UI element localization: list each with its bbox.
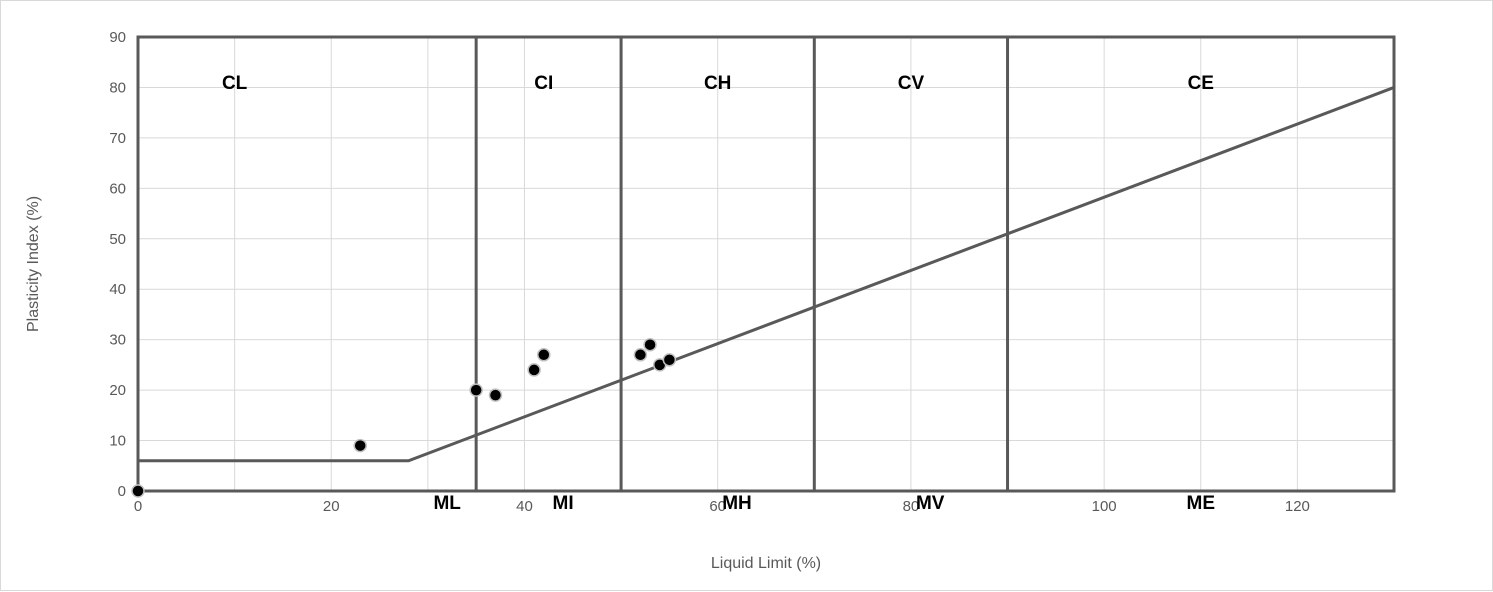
y-tick-label: 70 <box>109 130 126 147</box>
y-tick-label: 40 <box>109 281 126 298</box>
zone-label-me: ME <box>1187 493 1216 514</box>
y-tick-label: 60 <box>109 180 126 197</box>
data-points <box>131 337 677 498</box>
zone-labels: CL CI CH CV CE ML MI MH MV ME <box>222 73 1215 514</box>
plot-border <box>136 35 1396 493</box>
x-tick-label: 60 <box>709 498 726 515</box>
a-line <box>138 86 1395 463</box>
data-point <box>643 337 657 352</box>
a-line-layer <box>138 86 1395 463</box>
data-point <box>488 388 503 402</box>
zone-label-cl: CL <box>222 73 248 94</box>
y-tick-label: 30 <box>109 332 126 349</box>
data-point <box>131 484 145 498</box>
y-tick-label: 90 <box>109 29 126 46</box>
gridlines <box>137 36 1395 492</box>
data-point <box>633 348 648 362</box>
zone-label-ch: CH <box>704 73 731 94</box>
zone-label-mv: MV <box>916 493 945 514</box>
x-tick-label: 20 <box>323 498 340 515</box>
y-tick-label: 20 <box>109 382 126 399</box>
y-tick-label: 10 <box>109 433 126 450</box>
y-tick-label: 50 <box>109 231 126 248</box>
x-tick-label: 120 <box>1285 498 1310 515</box>
zone-label-ce: CE <box>1188 73 1214 94</box>
zone-label-cv: CV <box>898 73 925 94</box>
tick-labels: 0 10 20 30 40 50 60 70 80 90 0 20 40 60 80 100 120 <box>109 29 1310 515</box>
data-point <box>537 348 551 362</box>
y-tick-label: 0 <box>118 483 126 500</box>
data-point <box>527 363 541 377</box>
data-point <box>469 383 483 397</box>
x-axis-title: Liquid Limit (%) <box>711 555 821 572</box>
zone-boundaries <box>136 35 1396 493</box>
data-point <box>353 438 367 453</box>
x-tick-label: 40 <box>516 498 533 515</box>
data-point <box>662 353 677 367</box>
y-tick-label: 80 <box>109 79 126 96</box>
x-tick-label: 80 <box>903 498 920 515</box>
x-tick-label: 100 <box>1092 498 1117 515</box>
y-axis-title: Plasticity Index (%) <box>25 196 42 332</box>
zone-label-mi: MI <box>553 493 574 514</box>
zone-label-mh: MH <box>722 493 752 514</box>
zone-label-ci: CI <box>534 73 553 94</box>
zone-label-ml: ML <box>433 493 461 514</box>
x-tick-label: 0 <box>134 498 142 515</box>
